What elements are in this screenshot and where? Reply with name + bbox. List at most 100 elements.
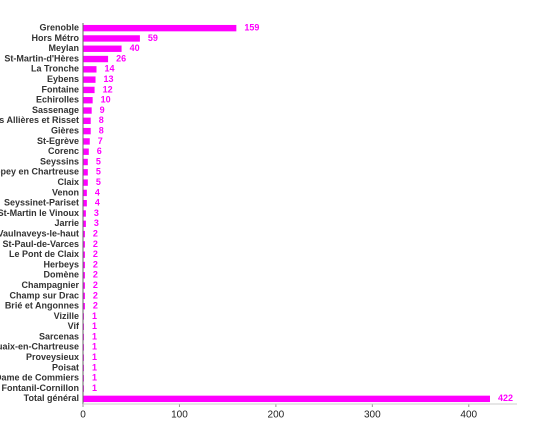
bar <box>83 97 93 104</box>
value-label: 9 <box>100 105 105 115</box>
y-tick-label: Herbeys <box>43 259 79 269</box>
value-label: 1 <box>92 362 97 372</box>
bar <box>83 179 88 186</box>
y-tick-label: Brié et Angonnes <box>5 301 79 311</box>
y-tick-label: Poisat <box>52 362 79 372</box>
value-label: 7 <box>98 136 103 146</box>
value-label: 2 <box>93 228 98 238</box>
y-tick-label: Grenoble <box>39 23 79 33</box>
y-tick-label: Seyssins <box>40 156 79 166</box>
y-tick-label: Echirolles <box>36 95 79 105</box>
bar <box>83 282 85 289</box>
value-label: 14 <box>105 64 115 74</box>
bar <box>83 138 90 145</box>
bar <box>83 200 87 207</box>
value-label: 3 <box>94 208 99 218</box>
value-label: 12 <box>103 84 113 94</box>
value-label: 8 <box>99 115 104 125</box>
value-label: 4 <box>95 198 100 208</box>
y-tick-label: Sassenage <box>32 105 79 115</box>
y-tick-label: Fontanil-Cornillon <box>2 383 79 393</box>
y-tick-label: appey en Chartreuse <box>0 167 79 177</box>
value-label: 1 <box>92 311 97 321</box>
value-label: 2 <box>93 249 98 259</box>
y-tick-label: Meylan <box>48 43 79 53</box>
bar <box>83 169 88 176</box>
bar <box>83 107 92 114</box>
x-tick-label: 400 <box>460 410 477 421</box>
y-tick-label: Sarcenas <box>39 331 79 341</box>
bar <box>83 302 85 310</box>
value-label: 5 <box>96 177 101 187</box>
y-tick-label: Claix <box>57 177 79 187</box>
y-tick-label: ces Allières et Risset <box>0 115 79 125</box>
value-label: 1 <box>92 321 97 331</box>
value-label: 1 <box>92 352 97 362</box>
bar <box>83 76 96 83</box>
y-tick-label: St-Martin le Vinoux <box>0 208 79 218</box>
value-label: 159 <box>244 23 259 33</box>
value-label: 2 <box>93 290 98 300</box>
y-tick-label: Champagnier <box>21 280 79 290</box>
bar <box>83 86 95 94</box>
y-tick-label: Vaulnaveys-le-haut <box>0 228 79 238</box>
bar <box>83 395 490 403</box>
bar <box>83 55 109 63</box>
bar <box>83 230 85 238</box>
value-label: 8 <box>99 125 104 135</box>
bar <box>83 127 91 135</box>
value-label: 10 <box>101 95 111 105</box>
y-tick-label: Corenc <box>48 146 79 156</box>
bar <box>83 35 140 42</box>
x-tick-label: 100 <box>171 410 188 421</box>
bar <box>83 117 91 125</box>
value-label: 6 <box>97 146 102 156</box>
y-tick-label: Eybens <box>47 74 79 84</box>
y-tick-label: Le Pont de Claix <box>9 249 79 259</box>
x-tick-label: 300 <box>364 410 381 421</box>
y-tick-label: Jarrie <box>54 218 79 228</box>
value-label: 2 <box>93 270 98 280</box>
y-tick-label: Fontaine <box>42 84 80 94</box>
value-label: 1 <box>92 342 97 352</box>
y-tick-label: Domène <box>43 270 79 280</box>
bar <box>83 251 85 258</box>
bar <box>83 45 122 52</box>
bar <box>83 24 237 32</box>
bar <box>83 261 85 269</box>
bar <box>83 158 88 166</box>
bar <box>83 220 86 227</box>
y-tick-label: Gières <box>51 125 79 135</box>
value-label: 2 <box>93 259 98 269</box>
y-tick-label: Seyssinet-Pariset <box>4 198 79 208</box>
y-tick-label: Proveysieux <box>26 352 79 362</box>
value-label: 1 <box>92 331 97 341</box>
value-label: 1 <box>92 383 97 393</box>
x-tick-label: 0 <box>80 410 86 421</box>
value-label: 422 <box>498 393 513 403</box>
x-tick-label: 200 <box>268 410 285 421</box>
value-label: 26 <box>116 53 126 63</box>
y-tick-label: Venon <box>52 187 79 197</box>
value-label: 40 <box>130 43 140 53</box>
y-tick-label: Champ sur Drac <box>9 290 79 300</box>
value-label: 13 <box>104 74 114 84</box>
value-label: 2 <box>93 239 98 249</box>
y-tick-label: La Tronche <box>31 64 79 74</box>
bar <box>83 241 85 248</box>
y-tick-label: Hors Métro <box>31 33 79 43</box>
y-tick-label: Quaix-en-Chartreuse <box>0 342 79 352</box>
bar <box>83 148 89 155</box>
value-label: 3 <box>94 218 99 228</box>
value-label: 4 <box>95 187 100 197</box>
bar <box>83 189 87 197</box>
bar <box>83 210 86 217</box>
value-label: 59 <box>148 33 158 43</box>
value-label: 2 <box>93 301 98 311</box>
value-label: 1 <box>92 373 97 383</box>
y-tick-label: Total général <box>24 393 79 403</box>
y-tick-label: Dame de Commiers <box>0 373 79 383</box>
y-tick-label: Vizille <box>54 311 79 321</box>
value-label: 5 <box>96 156 101 166</box>
y-tick-label: Vif <box>68 321 80 331</box>
